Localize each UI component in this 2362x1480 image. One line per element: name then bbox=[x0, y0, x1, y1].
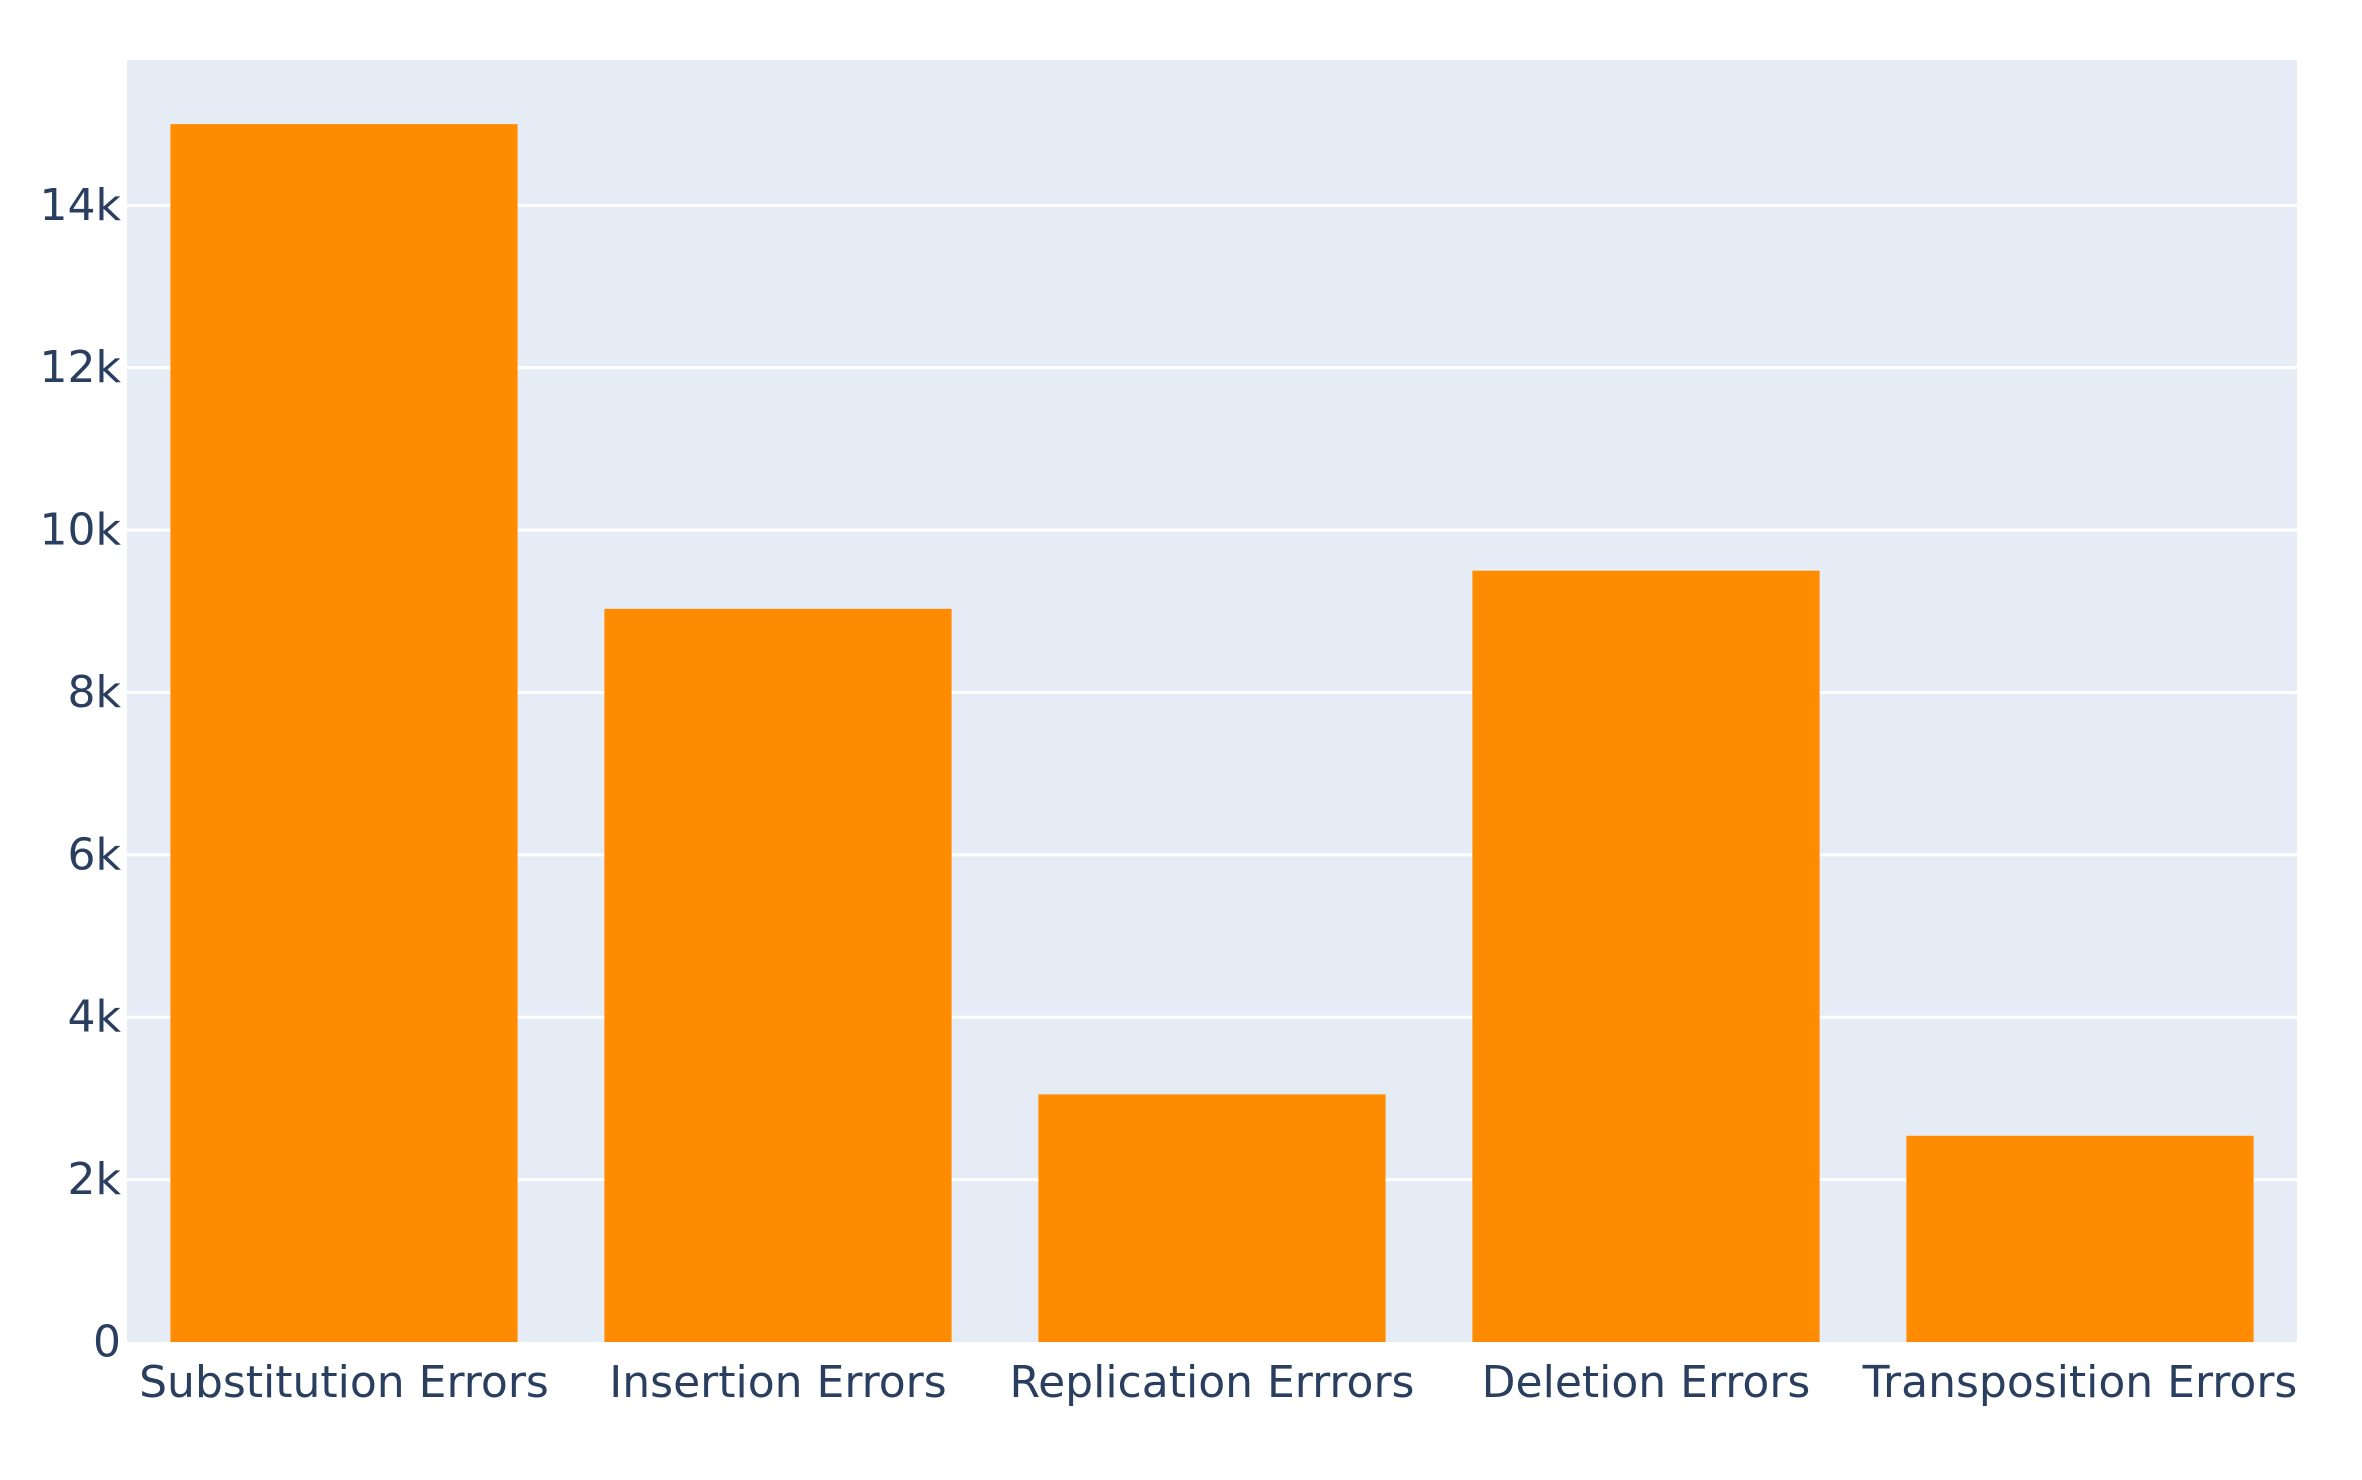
y-tick-label: 8k bbox=[68, 667, 122, 718]
y-axis-ticks: 0 2k 4k 6k 8k 10k 12k 14k bbox=[40, 180, 122, 1368]
y-tick-label: 0 bbox=[93, 1317, 121, 1368]
x-axis-ticks: Substitution Errors Insertion Errors Repli… bbox=[139, 1357, 2297, 1408]
x-tick-label: Deletion Errors bbox=[1482, 1357, 1811, 1408]
bar-insertion-errors[interactable] bbox=[604, 608, 952, 1342]
x-tick-label: Replication Errrors bbox=[1010, 1357, 1415, 1408]
x-tick-label: Substitution Errors bbox=[139, 1357, 549, 1408]
bars bbox=[170, 124, 2254, 1342]
bar-replication-errrors[interactable] bbox=[1038, 1094, 1386, 1342]
y-tick-label: 2k bbox=[68, 1154, 122, 1205]
y-tick-label: 6k bbox=[68, 829, 122, 880]
y-tick-label: 12k bbox=[40, 342, 122, 393]
y-tick-label: 4k bbox=[68, 992, 122, 1043]
bar-deletion-errors[interactable] bbox=[1472, 570, 1820, 1342]
bar-transposition-errors[interactable] bbox=[1906, 1135, 2254, 1342]
y-tick-label: 14k bbox=[40, 180, 122, 231]
y-tick-label: 10k bbox=[40, 505, 122, 556]
x-tick-label: Insertion Errors bbox=[609, 1357, 946, 1408]
x-tick-label: Transposition Errors bbox=[1862, 1357, 2298, 1408]
bar-substitution-errors[interactable] bbox=[170, 124, 518, 1342]
